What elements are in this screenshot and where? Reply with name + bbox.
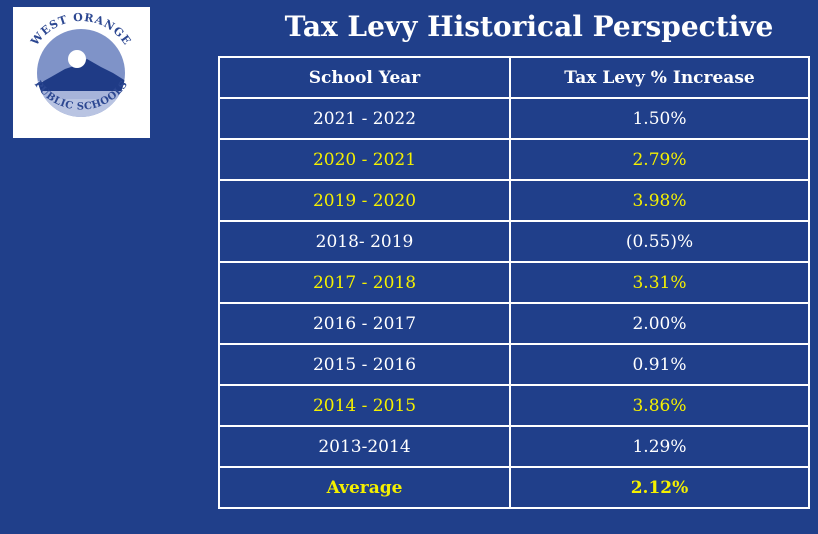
increase-cell: 2.00%: [509, 302, 810, 345]
table-row: 2017 - 2018 3.31%: [218, 261, 810, 304]
increase-cell: 3.98%: [509, 179, 810, 222]
increase-cell: 2.79%: [509, 138, 810, 181]
table-row: 2015 - 2016 0.91%: [218, 343, 810, 386]
increase-cell: 1.50%: [509, 97, 810, 140]
tax-levy-table: School Year Tax Levy % Increase 2021 - 2…: [218, 56, 810, 509]
increase-cell: 1.29%: [509, 425, 810, 468]
table-row: 2019 - 2020 3.98%: [218, 179, 810, 222]
sun-icon: [68, 50, 86, 68]
table-row: 2013-2014 1.29%: [218, 425, 810, 468]
increase-cell: 0.91%: [509, 343, 810, 386]
year-cell: 2013-2014: [218, 425, 511, 468]
increase-cell: 3.31%: [509, 261, 810, 304]
header-school-year: School Year: [218, 56, 511, 99]
average-row: Average 2.12%: [218, 466, 810, 509]
year-cell: 2021 - 2022: [218, 97, 511, 140]
year-cell: 2020 - 2021: [218, 138, 511, 181]
year-cell: 2019 - 2020: [218, 179, 511, 222]
year-cell: 2016 - 2017: [218, 302, 511, 345]
table-row: 2014 - 2015 3.86%: [218, 384, 810, 427]
mountain-icon: [37, 59, 125, 91]
year-cell: 2018- 2019: [218, 220, 511, 263]
table-header-row: School Year Tax Levy % Increase: [218, 56, 810, 99]
table-row: 2021 - 2022 1.50%: [218, 97, 810, 140]
year-cell: 2014 - 2015: [218, 384, 511, 427]
average-value: 2.12%: [509, 466, 810, 509]
increase-cell: 3.86%: [509, 384, 810, 427]
table-row: 2020 - 2021 2.79%: [218, 138, 810, 181]
year-cell: 2017 - 2018: [218, 261, 511, 304]
school-logo-icon: WEST ORANGE PUBLIC SCHOOLS: [28, 11, 133, 117]
logo: WEST ORANGE PUBLIC SCHOOLS: [13, 7, 150, 138]
page-title: Tax Levy Historical Perspective: [284, 10, 774, 43]
table-row: 2016 - 2017 2.00%: [218, 302, 810, 345]
increase-cell: (0.55)%: [509, 220, 810, 263]
year-cell: 2015 - 2016: [218, 343, 511, 386]
average-label: Average: [218, 466, 511, 509]
header-tax-levy-increase: Tax Levy % Increase: [509, 56, 810, 99]
table-row: 2018- 2019 (0.55)%: [218, 220, 810, 263]
